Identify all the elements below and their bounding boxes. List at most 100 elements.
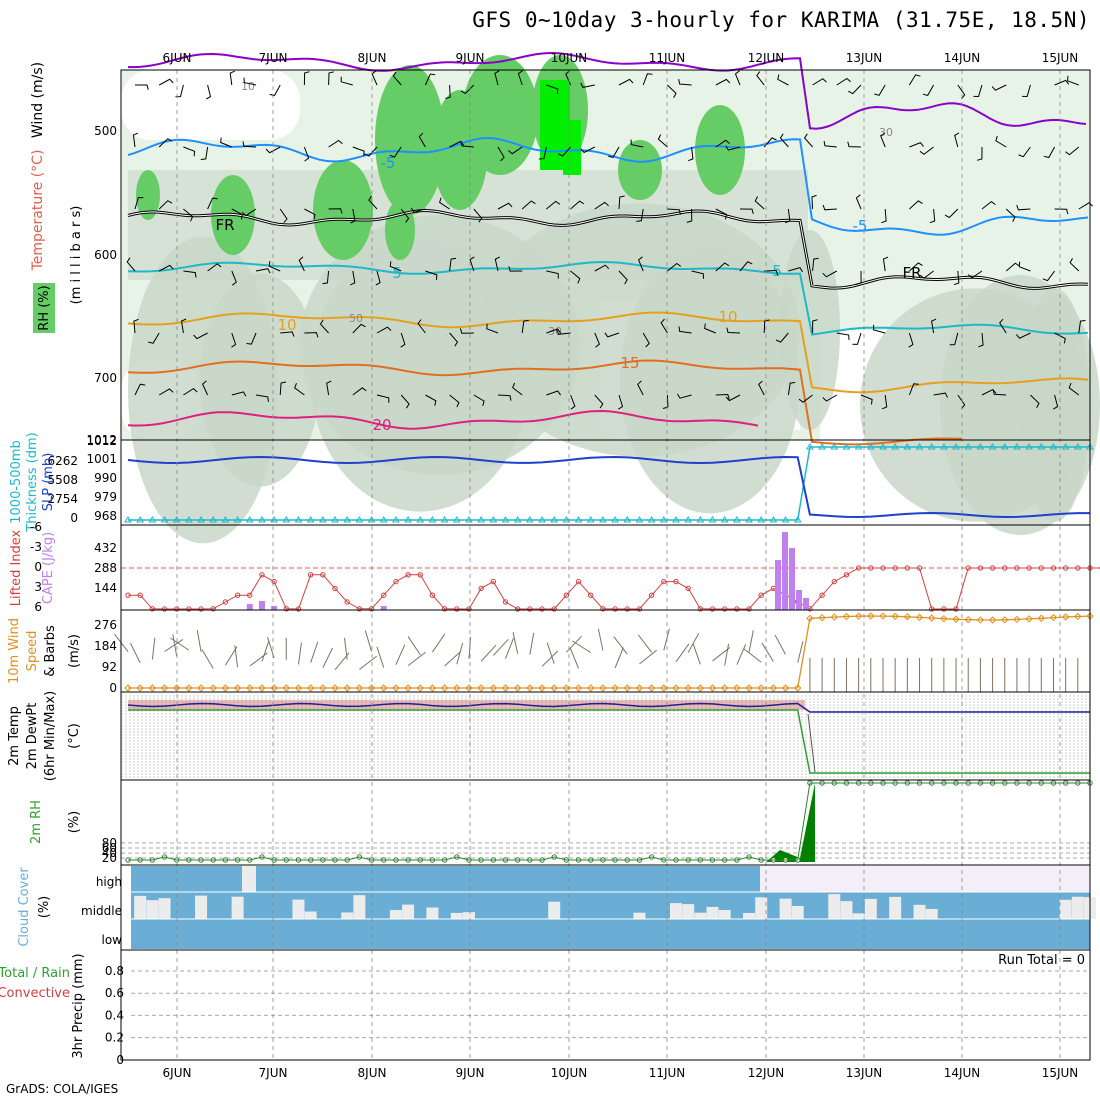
- wind-barb: [992, 389, 1007, 396]
- wind-barb: [375, 270, 381, 286]
- wind-speed-marker: [185, 684, 193, 692]
- wind-barb: [777, 74, 789, 86]
- cloud-axis-label: Cloud Cover: [17, 867, 32, 947]
- wind-barb: [822, 204, 837, 211]
- wind-barb: [973, 84, 983, 98]
- wind-barb: [151, 637, 156, 660]
- thickness-tick: 6262: [47, 454, 78, 468]
- wind-speed-marker: [818, 613, 826, 622]
- li-point: [259, 572, 265, 578]
- cloud-clear-block: [743, 912, 756, 919]
- x-tick-label-top: 6JUN: [163, 51, 192, 65]
- wind-barb: [132, 132, 139, 148]
- wind-barb: [1053, 394, 1059, 410]
- wind-barb: [400, 394, 410, 409]
- cloud-clear-block: [1059, 899, 1072, 919]
- wind-speed-marker: [550, 684, 558, 692]
- wind-barb: [715, 78, 731, 86]
- wind-barb: [1065, 146, 1080, 156]
- wind-speed-marker: [221, 684, 230, 692]
- wind-barb: [909, 141, 924, 148]
- thickness-axis-label: 1000-500mb: [9, 440, 24, 524]
- slp-tick: 968: [94, 509, 117, 523]
- cloud-clear-block: [304, 911, 317, 919]
- contour-label: FR: [215, 216, 234, 234]
- wind-barb: [949, 332, 959, 346]
- wind-barb: [326, 380, 332, 396]
- wind-speed-marker: [160, 684, 169, 692]
- wind-barb: [758, 380, 765, 396]
- li-point: [685, 585, 691, 592]
- wind-barb: [639, 649, 657, 665]
- cape-bar: [796, 590, 802, 610]
- run-total-label: Run Total = 0: [998, 953, 1085, 968]
- wind-barb: [546, 200, 561, 210]
- wind-barb: [395, 644, 406, 665]
- wind-barb: [957, 84, 966, 100]
- wind-barb: [675, 643, 690, 663]
- cloud-level-label: low: [102, 933, 123, 947]
- li-point: [575, 578, 582, 585]
- wind-barb: [480, 644, 497, 662]
- wind-barb: [134, 196, 144, 210]
- wind-speed-marker: [976, 616, 985, 624]
- cape-tick: 432: [94, 541, 117, 555]
- wind-speed-marker: [136, 684, 144, 692]
- stability-plot: [121, 532, 1100, 612]
- wind-barb: [678, 326, 692, 334]
- wind-barb: [350, 208, 356, 224]
- rh-series: [128, 782, 1090, 861]
- rh2m-tick: 20: [102, 851, 117, 865]
- wind-barb: [279, 208, 288, 224]
- minmax-axis-label: (6hr Min/Max): [43, 691, 58, 781]
- wind-speed-tick: 92: [102, 660, 117, 674]
- slp-tick: 979: [94, 490, 117, 504]
- wind-barb: [981, 200, 996, 210]
- li-tick: 0: [34, 560, 42, 574]
- wind-barb: [570, 270, 581, 284]
- wind-barb: [304, 332, 319, 338]
- cloud-clear-block: [779, 898, 792, 919]
- wind-speed-marker: [513, 684, 522, 692]
- contour-label: FR: [902, 264, 921, 282]
- wind-barb: [319, 319, 329, 334]
- wind-barb: [449, 257, 457, 272]
- wind-barb: [183, 387, 198, 396]
- wind-barb: [389, 261, 402, 272]
- cloud-clear-block: [864, 898, 877, 919]
- wind-barb: [764, 269, 779, 276]
- wind-barb: [134, 383, 146, 396]
- precip-plot: 0.8 0.6 0.4 0.2 0 Run Total = 0: [105, 953, 1090, 1067]
- wind-barb: [449, 140, 465, 148]
- cape-bar: [246, 604, 253, 610]
- rh-gray-band: [620, 246, 800, 514]
- wind-speed-marker: [367, 684, 376, 692]
- temp-series: [127, 702, 1090, 713]
- temp-contour-15: [127, 359, 963, 446]
- wind-barb: [756, 71, 765, 86]
- wind-barb: [376, 646, 385, 668]
- wind-barb: [557, 146, 571, 157]
- pressure-tick: 700: [94, 371, 117, 385]
- wind-barb: [909, 262, 923, 272]
- wind-barb: [618, 195, 625, 210]
- wind-barb: [512, 382, 523, 396]
- rh2m-panel: [120, 779, 1091, 866]
- rh-green-patch: [695, 105, 745, 195]
- cloud-clear-block: [134, 895, 147, 919]
- x-tick-label-bottom: 10JUN: [551, 1066, 588, 1080]
- precip-tick: 0: [116, 1053, 124, 1067]
- precip-convective-label: Convective: [0, 986, 70, 1001]
- wind-speed-marker: [708, 684, 717, 692]
- wind-barb: [715, 393, 730, 400]
- wind-speed-marker: [781, 684, 790, 692]
- wind-barb: [637, 634, 653, 653]
- wind-speed-marker: [867, 612, 875, 620]
- wind-barb: [445, 84, 451, 100]
- wind-barb: [873, 324, 886, 334]
- wind-barb: [1015, 332, 1031, 339]
- wind-barb: [657, 134, 668, 148]
- wind-barb: [392, 71, 402, 86]
- wind-speed-marker: [404, 684, 412, 692]
- wind-speed-marker: [927, 614, 936, 622]
